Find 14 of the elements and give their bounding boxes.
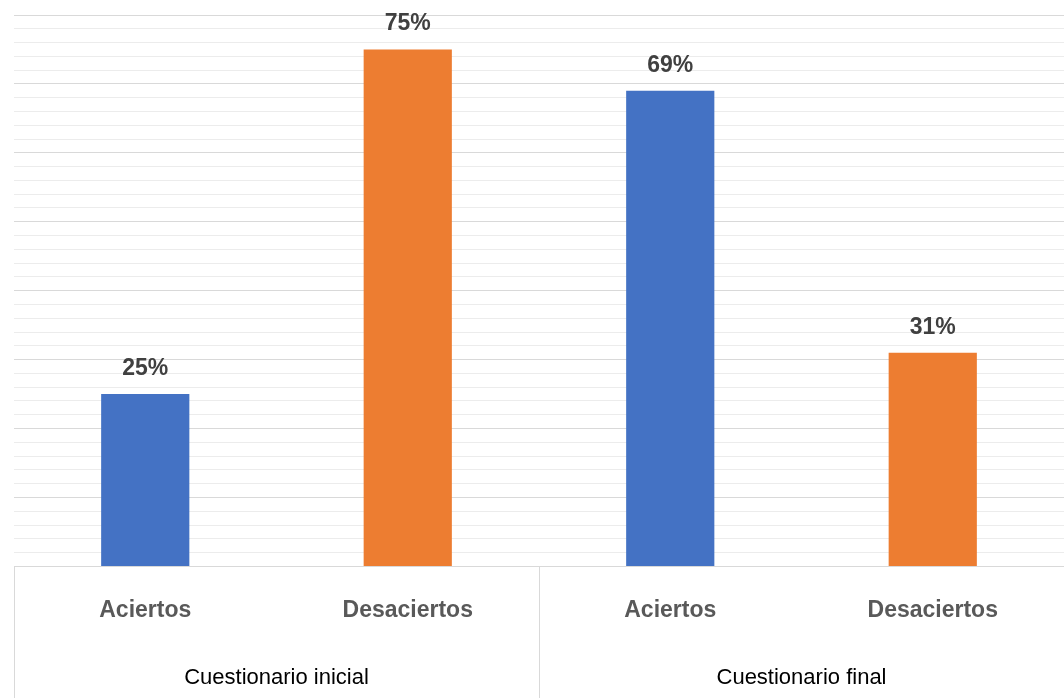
x-tick-label: Desaciertos (342, 595, 473, 622)
text: Cuestionario final (716, 664, 887, 690)
x-tick-label: Desaciertos (867, 595, 998, 622)
x-tick-label: Aciertos (624, 595, 717, 622)
data-label: 69% (647, 50, 694, 77)
bar (363, 49, 452, 566)
data-label: 31% (909, 312, 956, 339)
x-tick-label: Aciertos (99, 595, 192, 622)
text: Cuestionario inicial (184, 664, 369, 690)
bar (101, 394, 190, 566)
data-label: 75% (384, 9, 431, 36)
bar (888, 352, 977, 566)
bar (626, 90, 715, 566)
data-label: 25% (122, 353, 169, 380)
